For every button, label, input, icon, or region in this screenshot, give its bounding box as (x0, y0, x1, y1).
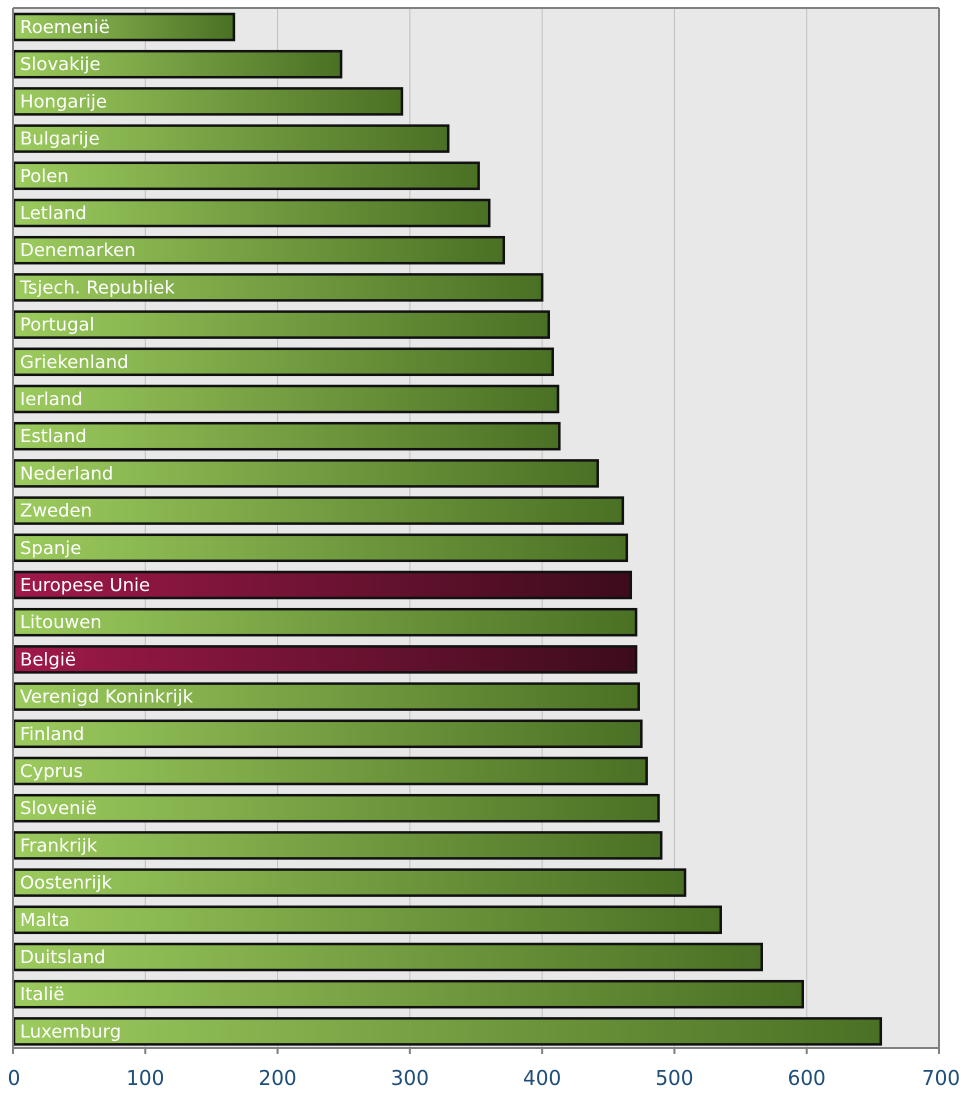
bar (12, 533, 629, 563)
bar-group: Ierland (12, 384, 560, 414)
bar-group: Bulgarije (12, 124, 450, 153)
bar-label: Finland (20, 724, 84, 745)
x-tick-label: 0 (8, 1066, 21, 1090)
bar-group: Letland (12, 198, 491, 228)
bar-label: Bulgarije (20, 129, 100, 150)
bar-group: Litouwen (12, 607, 638, 637)
bar-group: Estland (12, 421, 561, 451)
bar (12, 868, 687, 897)
bar (12, 459, 599, 488)
bar-label: Nederland (20, 463, 113, 484)
bar-group: Zweden (12, 496, 625, 525)
bar-label: Malta (20, 910, 70, 931)
bar-label: Litouwen (20, 612, 102, 633)
bar-group: Frankrijk (12, 831, 663, 860)
bar-label: Portugal (20, 315, 95, 336)
bar-label: Europese Unie (20, 575, 150, 596)
bar-group: Spanje (12, 533, 629, 563)
bar (12, 607, 638, 637)
bar (12, 719, 643, 749)
bar-label: Denemarken (20, 240, 136, 261)
x-tick-label: 300 (391, 1066, 429, 1090)
bar-group: Cyprus (12, 756, 648, 786)
bar-label: Ierland (20, 389, 83, 410)
bar-label: Letland (20, 203, 87, 224)
bar-label: Tsjech. Republiek (19, 277, 175, 298)
bar-group: België (12, 645, 638, 674)
bar-group: Polen (12, 161, 480, 191)
bar (12, 496, 625, 525)
bar (12, 942, 763, 972)
bar (12, 421, 561, 451)
bar (12, 198, 491, 228)
bar (12, 1017, 883, 1046)
bar-label: Polen (20, 166, 69, 187)
bar (12, 310, 551, 339)
x-tick-label: 500 (655, 1066, 693, 1090)
bar-label: Zweden (20, 501, 92, 522)
bar-label: Griekenland (20, 352, 129, 373)
bar (12, 235, 506, 265)
bar-group: Tsjech. Republiek (12, 273, 544, 302)
bar (12, 793, 660, 823)
bar-group: Slovenië (12, 793, 660, 823)
bar-group: Slovakije (12, 49, 343, 79)
x-tick-label: 700 (922, 1066, 960, 1090)
bar-label: Verenigd Koninkrijk (20, 687, 194, 708)
bar-group: Roemenië (12, 12, 236, 42)
x-axis: 0 100 200 300 400 500 600 700 (8, 8, 960, 1090)
bar-label: Roemenië (20, 17, 110, 38)
bar-label: Hongarije (20, 91, 107, 112)
x-tick-label: 200 (258, 1066, 296, 1090)
bar-label: Italië (20, 984, 64, 1005)
bar-label: Luxemburg (20, 1021, 121, 1042)
x-tick-label: 600 (788, 1066, 826, 1090)
bar-group: Denemarken (12, 235, 506, 265)
bar-group: Luxemburg (12, 1017, 883, 1046)
bar-label: Duitsland (20, 947, 106, 968)
bar-label: Slovenië (20, 798, 97, 819)
bar-group: Verenigd Koninkrijk (12, 682, 640, 711)
bars: Roemenië Slovakije Hongarije Bulgarije Polen… (12, 12, 883, 1046)
bar-group: Finland (12, 719, 643, 749)
bar (12, 831, 663, 860)
bar-label: Oostenrijk (20, 873, 113, 894)
bar-label: België (20, 649, 76, 670)
bar (12, 645, 638, 674)
bar (12, 905, 722, 935)
bar-label: Slovakije (20, 54, 101, 75)
bar-group: Hongarije (12, 87, 404, 116)
bar-group: Nederland (12, 459, 599, 488)
bar-group: Italië (12, 979, 804, 1009)
bar-label: Cyprus (20, 761, 83, 782)
bar-label: Spanje (20, 538, 81, 559)
bar-group: Malta (12, 905, 722, 935)
bar (12, 161, 480, 191)
bar (12, 384, 560, 414)
bar-group: Griekenland (12, 347, 554, 377)
bar (12, 682, 640, 711)
x-tick-label: 400 (523, 1066, 561, 1090)
bar-group: Portugal (12, 310, 551, 339)
bar-label: Frankrijk (20, 835, 98, 856)
bar-group: Duitsland (12, 942, 763, 972)
x-tick-label: 100 (126, 1066, 164, 1090)
bar-group: Europese Unie (12, 570, 633, 600)
bar (12, 12, 236, 42)
bar-group: Oostenrijk (12, 868, 687, 897)
bar (12, 124, 450, 153)
bar-label: Estland (20, 426, 87, 447)
bar (12, 756, 648, 786)
bar (12, 979, 804, 1009)
